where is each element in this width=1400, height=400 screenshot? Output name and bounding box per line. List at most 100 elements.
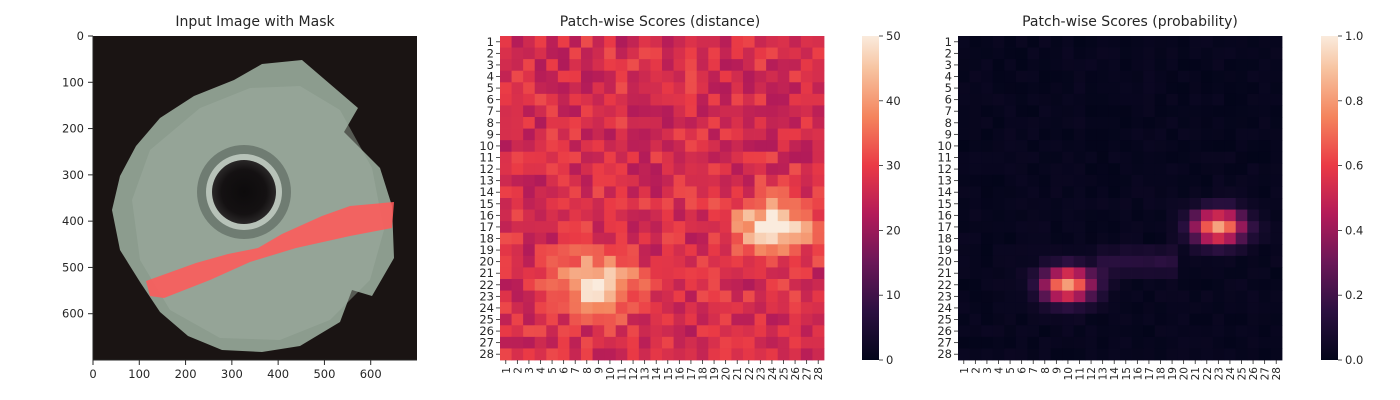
heatmap-cell — [1201, 290, 1213, 303]
heatmap-cell — [604, 128, 617, 141]
heatmap-cell — [1154, 117, 1167, 129]
heatmap-cell — [777, 186, 790, 199]
heatmap-cell — [1177, 221, 1190, 234]
heatmap-cell — [673, 325, 686, 338]
heatmap-cell — [1131, 151, 1144, 164]
heatmap-cell — [581, 302, 593, 315]
heatmap-cell — [1177, 244, 1190, 257]
heatmap-cell — [627, 255, 640, 268]
heatmap-cell — [546, 348, 559, 361]
colorbar-tick-label: 0.4 — [1345, 223, 1363, 237]
heatmap-cell — [1258, 36, 1271, 48]
heatmap-cell — [981, 105, 994, 118]
heatmap-cell — [777, 221, 790, 234]
col-tick-label: 14 — [651, 367, 663, 381]
heatmap-cell — [557, 313, 570, 326]
heatmap-cell — [1039, 336, 1051, 349]
heatmap-cell — [569, 186, 582, 199]
heatmap-cell — [615, 174, 628, 187]
heatmap-cell — [581, 313, 593, 326]
heatmap-cell — [1143, 302, 1156, 315]
heatmap-cell — [500, 348, 512, 361]
heatmap-cell — [592, 255, 605, 268]
row-tick-label: 12 — [937, 162, 952, 176]
row-tick-label: 28 — [937, 347, 952, 361]
heatmap-cell — [557, 105, 570, 118]
heatmap-cell — [569, 325, 582, 338]
heatmap-cell — [511, 70, 524, 83]
heatmap-cell — [812, 93, 825, 106]
heatmap-cell — [511, 348, 524, 361]
heatmap-cell — [981, 117, 994, 129]
heatmap-cell — [673, 186, 686, 199]
col-tick-label: 14 — [1109, 367, 1121, 381]
heatmap-cell — [1235, 47, 1248, 60]
heatmap-cell — [1201, 313, 1213, 326]
heatmap-cell — [1062, 279, 1075, 291]
heatmap-cell — [1212, 82, 1225, 95]
heatmap-cell — [958, 209, 970, 222]
heatmap-cell — [719, 105, 732, 118]
heatmap-cell — [696, 290, 709, 303]
heatmap-cell — [969, 348, 982, 361]
heatmap-cell — [650, 59, 663, 72]
heatmap-cell — [696, 279, 709, 291]
heatmap-cell — [627, 163, 640, 176]
heatmap-cell — [1050, 348, 1063, 361]
heatmap-cell — [650, 163, 663, 176]
heatmap-cell — [1120, 163, 1132, 176]
heatmap-cell — [1177, 290, 1190, 303]
heatmap-cell — [812, 313, 825, 326]
heatmap-cell — [969, 255, 982, 268]
heatmap-cell — [534, 93, 547, 106]
heatmap-cell — [557, 198, 570, 210]
heatmap-cell — [743, 348, 755, 361]
row-tick-label: 13 — [937, 174, 952, 188]
heatmap-cell — [1270, 198, 1283, 210]
heatmap-cell — [731, 140, 744, 153]
heatmap-cell — [1050, 82, 1063, 95]
heatmap-cell — [1120, 232, 1132, 245]
heatmap-cell — [696, 232, 709, 245]
col-tick-label: 12 — [628, 367, 640, 380]
colorbar-tick-label: 10 — [886, 288, 901, 302]
col-tick-label: 9 — [593, 367, 605, 374]
heatmap-cell — [731, 198, 744, 210]
heatmap-cell — [1131, 163, 1144, 176]
heatmap-cell — [1027, 47, 1040, 60]
heatmap-cell — [604, 267, 617, 280]
heatmap-cell — [789, 302, 802, 315]
heatmap-cell — [569, 140, 582, 153]
heatmap-cell — [766, 232, 779, 245]
heatmap-cell — [708, 267, 721, 280]
heatmap-cell — [1120, 93, 1132, 106]
heatmap-cell — [604, 302, 617, 315]
heatmap-cell — [1096, 93, 1109, 106]
heatmap-cell — [1085, 117, 1098, 129]
heatmap-cell — [800, 151, 813, 164]
heatmap-cell — [1004, 209, 1017, 222]
heatmap-cell — [1224, 47, 1237, 60]
heatmap-cell — [1177, 117, 1190, 129]
heatmap-cell — [557, 325, 570, 338]
heatmap-cell — [1201, 36, 1213, 48]
heatmap-cell — [1039, 70, 1051, 83]
colorbar-tick-label: 0.2 — [1345, 288, 1363, 302]
colorbar-tick-label: 1.0 — [1345, 29, 1363, 43]
heatmap-cell — [581, 140, 593, 153]
heatmap-cell — [1096, 290, 1109, 303]
heatmap-cell — [1270, 163, 1283, 176]
heatmap-cell — [1166, 82, 1179, 95]
heatmap-cell — [719, 70, 732, 83]
heatmap-cell — [708, 348, 721, 361]
heatmap-cell — [615, 313, 628, 326]
heatmap-cell — [812, 59, 825, 72]
heatmap-cell — [673, 82, 686, 95]
heatmap-cell — [1166, 117, 1179, 129]
heatmap-cell — [1270, 151, 1283, 164]
heatmap-cell — [743, 279, 755, 291]
heatmap-cell — [1189, 348, 1202, 361]
heatmap-cell — [685, 290, 698, 303]
heatmap-cell — [969, 105, 982, 118]
heatmap-cell — [708, 117, 721, 129]
